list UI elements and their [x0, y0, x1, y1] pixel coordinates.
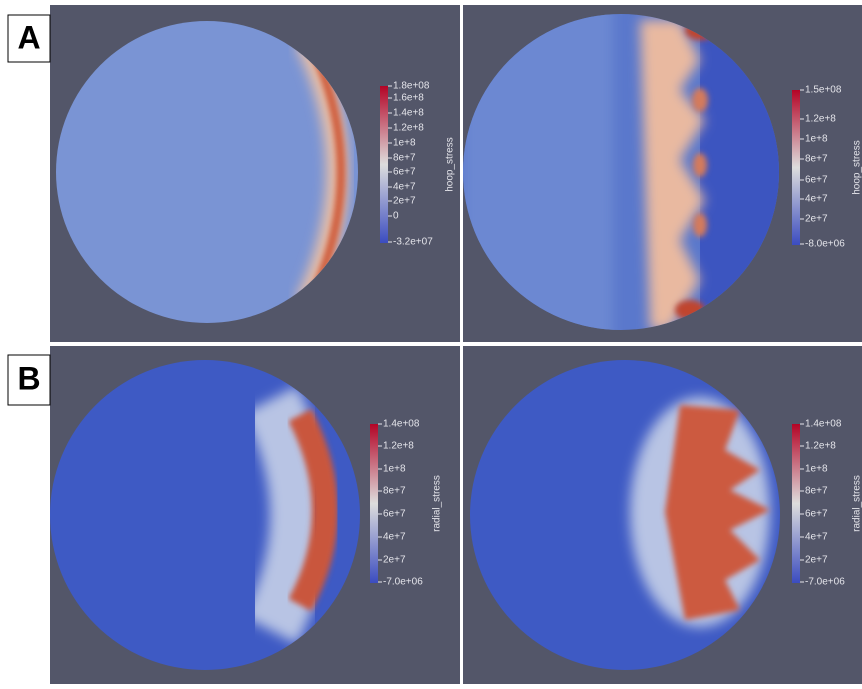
colorbar-tick-label: 1.2e+8: [805, 114, 836, 125]
colorbar-tick-label: 1e+8: [383, 464, 406, 475]
colorbar: [370, 424, 378, 583]
colorbar-tick-label: -8.0e+06: [805, 239, 845, 250]
colorbar-tick-label: 1e+8: [805, 134, 828, 145]
colorbar-tick-label: 1.4e+08: [805, 419, 842, 430]
colorbar-tick-label: 1.6e+8: [393, 93, 424, 104]
colorbar-tick-label: 0: [393, 211, 399, 222]
field-plot: [50, 360, 360, 670]
colorbar-tick-label: 2e+7: [805, 555, 828, 566]
colorbar-tick-label: 1.2e+8: [393, 123, 424, 134]
colorbar-tick-label: 1.4e+08: [383, 419, 420, 430]
colorbar-tick-label: 4e+7: [383, 532, 406, 543]
colorbar-tick-label: 1.2e+8: [805, 441, 836, 452]
colorbar-tick-label: 2e+7: [393, 196, 416, 207]
colorbar-tick-label: 1.2e+8: [383, 441, 414, 452]
colorbar-title: radial_stress: [432, 475, 443, 532]
colorbar-tick-label: 1.8e+08: [393, 81, 430, 92]
colorbar-tick-label: 8e+7: [383, 486, 406, 497]
colorbar-tick-label: 4e+7: [393, 182, 416, 193]
colorbar-tick-label: 8e+7: [805, 486, 828, 497]
colorbar-tick-label: -7.0e+06: [805, 577, 845, 588]
colorbar-tick-label: 1e+8: [805, 464, 828, 475]
colorbar-tick-label: 1.4e+8: [393, 108, 424, 119]
panel-label: A: [17, 19, 40, 55]
field-plot: [470, 360, 780, 670]
colorbar-title: hoop_stress: [445, 137, 456, 191]
colorbar-tick-label: 6e+7: [805, 509, 828, 520]
panel-label: B: [17, 360, 40, 396]
colorbar-tick-label: 1.5e+08: [805, 85, 842, 96]
colorbar-tick-label: 4e+7: [805, 194, 828, 205]
colorbar-tick-label: 8e+7: [805, 154, 828, 165]
colorbar-tick-label: 8e+7: [393, 153, 416, 164]
colorbar-tick-label: 6e+7: [393, 167, 416, 178]
label-box: [7, 354, 51, 406]
colorbar-tick-label: 2e+7: [383, 555, 406, 566]
colorbar: [792, 90, 800, 245]
colorbar: [380, 86, 388, 243]
colorbar-tick-label: -7.0e+06: [383, 577, 423, 588]
colorbar-title: hoop_stress: [852, 140, 862, 194]
colorbar-tick-label: 4e+7: [805, 532, 828, 543]
colorbar-title: radial_stress: [852, 475, 862, 532]
colorbar-tick-label: 6e+7: [805, 175, 828, 186]
field-plot: [56, 21, 358, 323]
colorbar-tick-label: 2e+7: [805, 214, 828, 225]
colorbar-tick-label: 6e+7: [383, 509, 406, 520]
colorbar-tick-label: 1e+8: [393, 138, 416, 149]
label-box: [7, 14, 51, 63]
colorbar: [792, 424, 800, 583]
colorbar-tick-label: -3.2e+07: [393, 237, 433, 248]
